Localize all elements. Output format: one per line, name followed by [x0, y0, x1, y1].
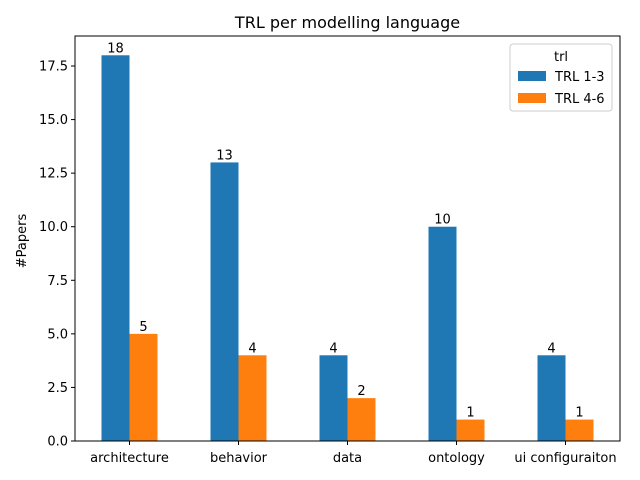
bar-value-label: 2 [357, 384, 365, 399]
chart-title: TRL per modelling language [234, 13, 460, 32]
bar-trl-4-6 [347, 398, 376, 441]
legend: trl TRL 1-3 TRL 4-6 [509, 43, 613, 112]
bar-trl-4-6 [456, 419, 485, 441]
y-tick-label: 5.0 [47, 327, 68, 342]
x-tick-label: ui configuraiton [514, 451, 616, 466]
bar-trl-1-3 [537, 355, 566, 441]
bar-trl-1-3 [101, 55, 130, 442]
bar-value-label: 18 [107, 41, 124, 56]
legend-swatch [518, 93, 546, 103]
bar-value-label: 1 [466, 406, 474, 421]
legend-swatch [518, 71, 546, 81]
bar-value-label: 10 [434, 213, 451, 228]
x-tick-label: behavior [210, 451, 268, 466]
bar-trl-1-3 [210, 162, 239, 441]
y-tick-label: 17.5 [39, 60, 68, 75]
bar-trl-4-6 [565, 419, 594, 441]
y-tick-label: 12.5 [39, 167, 68, 182]
bar-value-label: 4 [329, 341, 337, 356]
x-tick-label: architecture [90, 451, 169, 466]
plot-area: 0.0 2.5 5.0 7.5 10.0 12.5 15.0 17.5 architecture… [39, 41, 617, 466]
y-axis-label: #Papers [15, 214, 30, 269]
bar-trl-4-6 [238, 355, 267, 441]
bar-value-label: 13 [216, 148, 233, 163]
y-tick-label: 15.0 [39, 113, 68, 128]
bar-trl-4-6 [129, 333, 158, 441]
bar-value-label: 1 [575, 406, 583, 421]
bar-value-label: 5 [139, 320, 147, 335]
plot-frame [74, 35, 621, 442]
y-tick-label: 7.5 [47, 274, 68, 289]
legend-title: trl [554, 50, 568, 65]
legend-entry: TRL 4-6 [554, 92, 605, 107]
y-tick-label: 2.5 [47, 381, 68, 396]
bar-value-label: 4 [248, 341, 256, 356]
x-tick-label: data [333, 451, 362, 466]
x-tick-label: ontology [428, 451, 485, 466]
bar-value-label: 4 [547, 341, 555, 356]
legend-entry: TRL 1-3 [554, 70, 605, 85]
y-tick-label: 10.0 [39, 220, 68, 235]
y-tick-label: 0.0 [47, 435, 68, 450]
bar-trl-1-3 [428, 226, 457, 441]
bar-trl-1-3 [319, 355, 348, 441]
